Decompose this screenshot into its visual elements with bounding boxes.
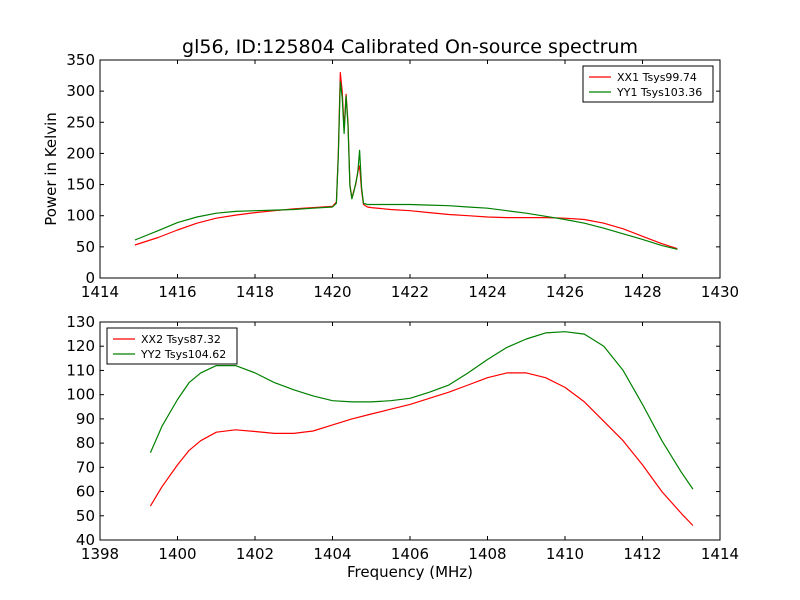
y-tick-label: 50 xyxy=(76,238,95,256)
y-tick-label: 300 xyxy=(66,82,95,100)
x-tick-label: 1414 xyxy=(81,283,119,301)
legend: XX2 Tsys87.32 YY2 Tsys104.62 xyxy=(106,327,238,365)
series-line-1 xyxy=(134,81,678,250)
y-tick-label: 120 xyxy=(66,337,95,355)
x-tick-label: 1404 xyxy=(313,545,351,563)
x-tick-label: 1414 xyxy=(701,545,739,563)
y-tick-label: 130 xyxy=(66,313,95,331)
x-tick-label: 1410 xyxy=(546,545,584,563)
x-axis-label: Frequency (MHz) xyxy=(347,563,473,581)
y-tick-label: 90 xyxy=(76,410,95,428)
y-axis-label: Power in Kelvin xyxy=(42,112,60,226)
x-tick-label: 1398 xyxy=(81,545,119,563)
x-tick-label: 1420 xyxy=(313,283,351,301)
x-tick-label: 1402 xyxy=(236,545,274,563)
legend: XX1 Tsys99.74 YY1 Tsys103.36 xyxy=(582,65,714,103)
x-tick-label: 1412 xyxy=(623,545,661,563)
legend-label-1: YY2 Tsys104.62 xyxy=(140,348,226,361)
y-tick-label: 40 xyxy=(76,531,95,549)
y-tick-label: 60 xyxy=(76,483,95,501)
legend-label-0: XX1 Tsys99.74 xyxy=(617,71,697,84)
y-tick-label: 100 xyxy=(66,207,95,225)
top-plot: 1414 1416 1418 1420 1422 1424 1426 1428 1430 0 50 1… xyxy=(42,51,739,301)
x-tick-label: 1400 xyxy=(158,545,196,563)
y-tick-label: 100 xyxy=(66,386,95,404)
legend-label-0: XX2 Tsys87.32 xyxy=(141,333,221,346)
y-tick-label: 70 xyxy=(76,458,95,476)
y-tick-label: 80 xyxy=(76,434,95,452)
bottom-plot: 1398 1400 1402 1404 1406 1408 1410 1412 1414 40 50… xyxy=(66,313,739,581)
y-tick-label: 0 xyxy=(85,269,95,287)
x-tick-label: 1408 xyxy=(468,545,506,563)
y-tick-label: 350 xyxy=(66,51,95,69)
legend-label-1: YY1 Tsys103.36 xyxy=(616,86,702,99)
x-tick-label: 1426 xyxy=(546,283,584,301)
legend-box xyxy=(106,327,238,365)
x-tick-label: 1418 xyxy=(236,283,274,301)
chart-title: gl56, ID:125804 Calibrated On-source spe… xyxy=(182,36,638,58)
x-tick-label: 1406 xyxy=(391,545,429,563)
y-tick-label: 50 xyxy=(76,507,95,525)
y-tick-label: 110 xyxy=(66,361,95,379)
x-tick-label: 1422 xyxy=(391,283,429,301)
y-tick-label: 150 xyxy=(66,176,95,194)
y-tick-label: 200 xyxy=(66,144,95,162)
legend-box xyxy=(582,65,714,103)
series-line-0 xyxy=(149,372,694,526)
x-tick-label: 1424 xyxy=(468,283,506,301)
x-tick-label: 1428 xyxy=(623,283,661,301)
x-tick-label: 1430 xyxy=(701,283,739,301)
series-line-1 xyxy=(149,331,694,490)
x-tick-label: 1416 xyxy=(158,283,196,301)
y-tick-label: 250 xyxy=(66,113,95,131)
